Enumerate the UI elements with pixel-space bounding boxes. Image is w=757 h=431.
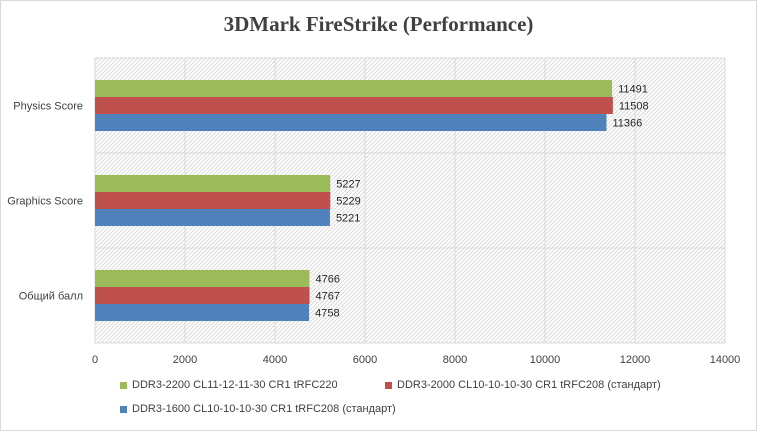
bar-series-2-cat-2: [95, 192, 331, 209]
legend-item-series-2: DDR3-2000 CL10-10-10-30 CR1 tRFC208 (ста…: [385, 379, 661, 391]
legend-swatch-series-2: [385, 381, 392, 389]
bar-series-1-cat-1: [95, 80, 613, 97]
data-label: 4758: [315, 308, 339, 320]
legend-label-series-3: DDR3-1600 CL10-10-10-30 CR1 tRFC208 (ста…: [132, 403, 396, 415]
data-label: 5227: [336, 179, 360, 191]
x-tick-label: 4000: [263, 354, 287, 366]
data-label: 4766: [315, 274, 339, 286]
x-tick-label: 0: [92, 354, 98, 366]
data-label: 5221: [336, 213, 360, 225]
chart-title: 3DMark FireStrike (Performance): [223, 12, 534, 36]
bar-series-3-cat-2: [95, 209, 330, 226]
bar-series-2-cat-3: [95, 287, 310, 304]
category-label: Общий балл: [19, 291, 83, 303]
legend-item-series-1: DDR3-2200 CL11-12-11-30 CR1 tRFC220: [120, 379, 338, 391]
legend-swatch-series-3: [120, 405, 127, 413]
bar-series-1-cat-3: [95, 270, 310, 287]
x-tick-label: 2000: [173, 354, 197, 366]
legend-item-series-3: DDR3-1600 CL10-10-10-30 CR1 tRFC208 (ста…: [120, 403, 396, 415]
x-tick-label: 12000: [620, 354, 651, 366]
data-label: 11491: [618, 84, 648, 96]
legend-swatch-series-1: [120, 381, 127, 389]
data-label: 11366: [612, 118, 642, 130]
bar-series-1-cat-2: [95, 175, 331, 192]
category-label: Graphics Score: [7, 196, 83, 208]
x-tick-label: 8000: [443, 354, 467, 366]
bar-series-3-cat-3: [95, 304, 310, 321]
data-label: 4767: [316, 291, 340, 303]
data-label: 11508: [619, 101, 649, 113]
data-label: 5229: [336, 196, 360, 208]
bar-series-3-cat-1: [95, 114, 607, 131]
x-tick-label: 6000: [353, 354, 377, 366]
x-tick-label: 14000: [710, 354, 741, 366]
legend-label-series-1: DDR3-2200 CL11-12-11-30 CR1 tRFC220: [132, 379, 338, 391]
category-label: Physics Score: [13, 101, 83, 113]
x-tick-label: 10000: [530, 354, 561, 366]
bar-series-2-cat-1: [95, 97, 613, 114]
legend-label-series-2: DDR3-2000 CL10-10-10-30 CR1 tRFC208 (ста…: [397, 379, 661, 391]
